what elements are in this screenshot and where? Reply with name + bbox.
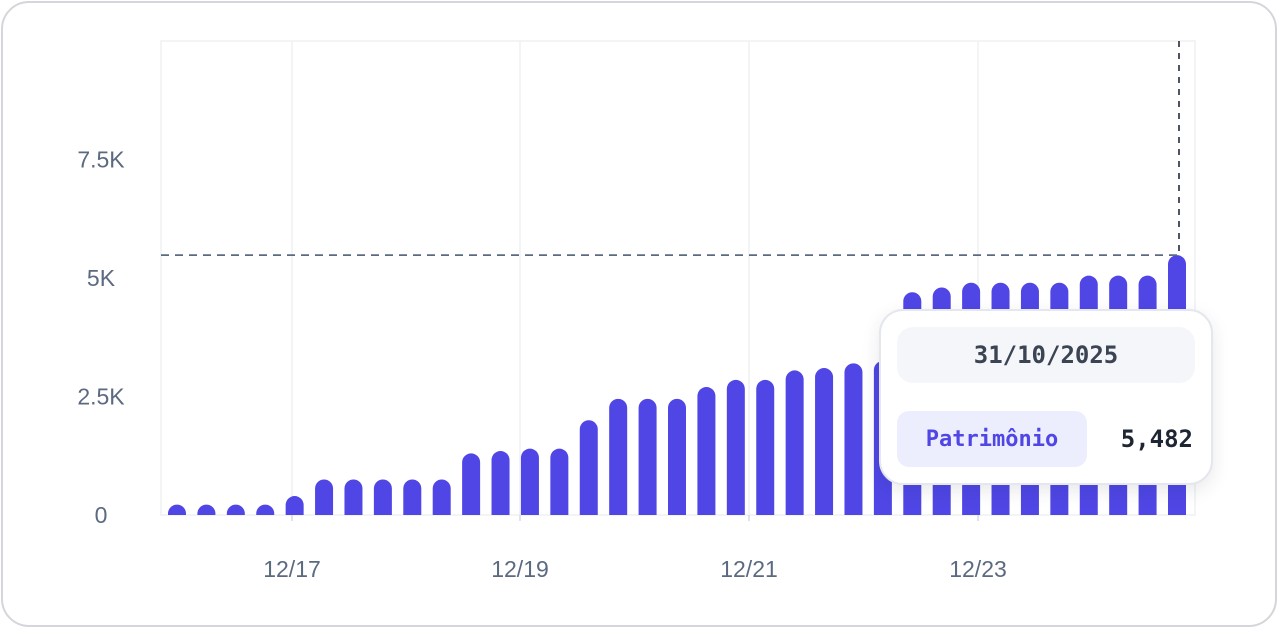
y-tick-label: 2.5K xyxy=(77,384,125,410)
y-tick-label: 5K xyxy=(87,265,116,291)
bar[interactable] xyxy=(609,398,628,515)
bar[interactable] xyxy=(344,479,363,515)
tooltip: 31/10/2025 Patrimônio 5,482 xyxy=(879,309,1213,485)
x-tick-label: 12/19 xyxy=(491,556,549,582)
bar[interactable] xyxy=(226,504,245,515)
bar[interactable] xyxy=(785,370,804,515)
bar[interactable] xyxy=(197,504,216,515)
bar[interactable] xyxy=(579,420,598,515)
y-axis-ticks: 0 2.5K 5K 7.5K xyxy=(77,147,125,529)
tooltip-date: 31/10/2025 xyxy=(897,327,1195,383)
bar[interactable] xyxy=(844,363,863,515)
bar[interactable] xyxy=(462,453,481,515)
bar[interactable] xyxy=(638,398,657,515)
bar[interactable] xyxy=(550,448,569,515)
bar[interactable] xyxy=(697,387,716,515)
bar[interactable] xyxy=(520,448,539,515)
crosshair xyxy=(161,41,1180,257)
y-tick-label: 7.5K xyxy=(77,147,125,173)
bar[interactable] xyxy=(256,504,275,515)
bar[interactable] xyxy=(726,379,745,515)
bar[interactable] xyxy=(432,479,451,515)
bar[interactable] xyxy=(815,368,834,515)
bar[interactable] xyxy=(668,398,686,515)
bar[interactable] xyxy=(403,479,422,515)
bar[interactable] xyxy=(285,496,304,515)
bar[interactable] xyxy=(756,379,775,515)
x-axis-ticks: 12/17 12/19 12/21 12/23 xyxy=(263,556,1007,582)
bar[interactable] xyxy=(491,451,510,515)
bar[interactable] xyxy=(315,479,334,515)
x-tick-label: 12/17 xyxy=(263,556,321,582)
bar[interactable] xyxy=(373,479,392,515)
y-tick-label: 0 xyxy=(95,502,108,528)
tooltip-series-label: Patrimônio xyxy=(897,411,1087,467)
x-tick-label: 12/23 xyxy=(949,556,1007,582)
bar[interactable] xyxy=(168,504,186,515)
tooltip-value: 5,482 xyxy=(1120,425,1193,453)
x-tick-label: 12/21 xyxy=(720,556,778,582)
